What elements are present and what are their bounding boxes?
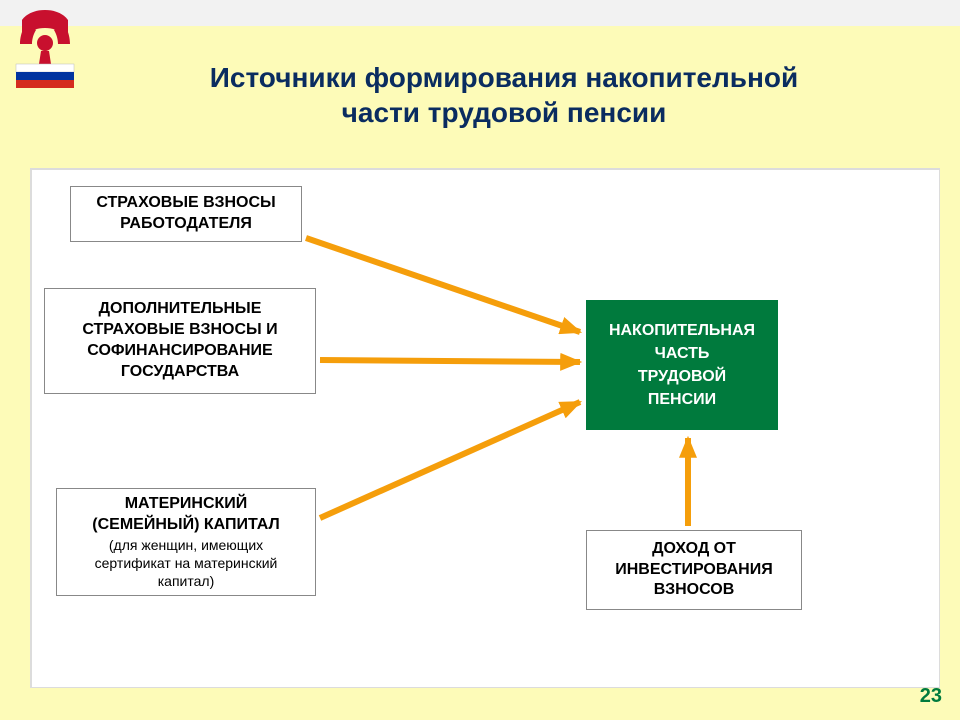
box-text: СОФИНАНСИРОВАНИЕ bbox=[87, 341, 272, 362]
box-text: ГОСУДАРСТВА bbox=[121, 362, 239, 383]
source-box-maternity: МАТЕРИНСКИЙ(СЕМЕЙНЫЙ) КАПИТАЛ(для женщин… bbox=[56, 488, 316, 596]
source-box-employer: СТРАХОВЫЕ ВЗНОСЫРАБОТОДАТЕЛЯ bbox=[70, 186, 302, 242]
box-text: (СЕМЕЙНЫЙ) КАПИТАЛ bbox=[92, 515, 279, 536]
top-strip bbox=[0, 0, 960, 26]
russia-flag-icon bbox=[16, 64, 74, 88]
target-text: НАКОПИТЕЛЬНАЯ bbox=[609, 319, 755, 342]
arrow-maternity bbox=[320, 402, 580, 518]
target-text: ЧАСТЬ bbox=[609, 342, 755, 365]
pfr-emblem-icon bbox=[20, 10, 70, 64]
box-text: МАТЕРИНСКИЙ bbox=[125, 494, 248, 515]
arrows-layer bbox=[32, 170, 939, 687]
arrow-additional bbox=[320, 360, 580, 362]
box-text: СТРАХОВЫЕ ВЗНОСЫ bbox=[96, 193, 275, 214]
target-box: НАКОПИТЕЛЬНАЯЧАСТЬТРУДОВОЙПЕНСИИ bbox=[586, 300, 778, 430]
box-text: РАБОТОДАТЕЛЯ bbox=[120, 214, 252, 235]
arrow-employer bbox=[306, 238, 580, 332]
box-text: СТРАХОВЫЕ ВЗНОСЫ И bbox=[82, 320, 277, 341]
box-text: ВЗНОСОВ bbox=[654, 580, 735, 601]
title-line2: части трудовой пенсии bbox=[108, 95, 900, 130]
box-text: ДОПОЛНИТЕЛЬНЫЕ bbox=[99, 299, 262, 320]
diagram-area: СТРАХОВЫЕ ВЗНОСЫРАБОТОДАТЕЛЯ ДОПОЛНИТЕЛЬН… bbox=[30, 168, 940, 688]
page-number: 23 bbox=[920, 685, 942, 708]
page-title: Источники формирования накопительной час… bbox=[108, 60, 900, 130]
target-text: ПЕНСИИ bbox=[609, 388, 755, 411]
title-line1: Источники формирования накопительной bbox=[108, 60, 900, 95]
box-subtext: (для женщин, имеющих bbox=[109, 536, 263, 554]
box-subtext: сертификат на материнский bbox=[95, 554, 278, 572]
target-text: ТРУДОВОЙ bbox=[609, 365, 755, 388]
box-text: ИНВЕСТИРОВАНИЯ bbox=[615, 560, 772, 581]
box-subtext: капитал) bbox=[158, 572, 215, 590]
source-box-investment: ДОХОД ОТИНВЕСТИРОВАНИЯВЗНОСОВ bbox=[586, 530, 802, 610]
pfr-logo bbox=[8, 6, 82, 92]
box-text: ДОХОД ОТ bbox=[652, 539, 736, 560]
source-box-additional: ДОПОЛНИТЕЛЬНЫЕСТРАХОВЫЕ ВЗНОСЫ ИСОФИНАНС… bbox=[44, 288, 316, 394]
